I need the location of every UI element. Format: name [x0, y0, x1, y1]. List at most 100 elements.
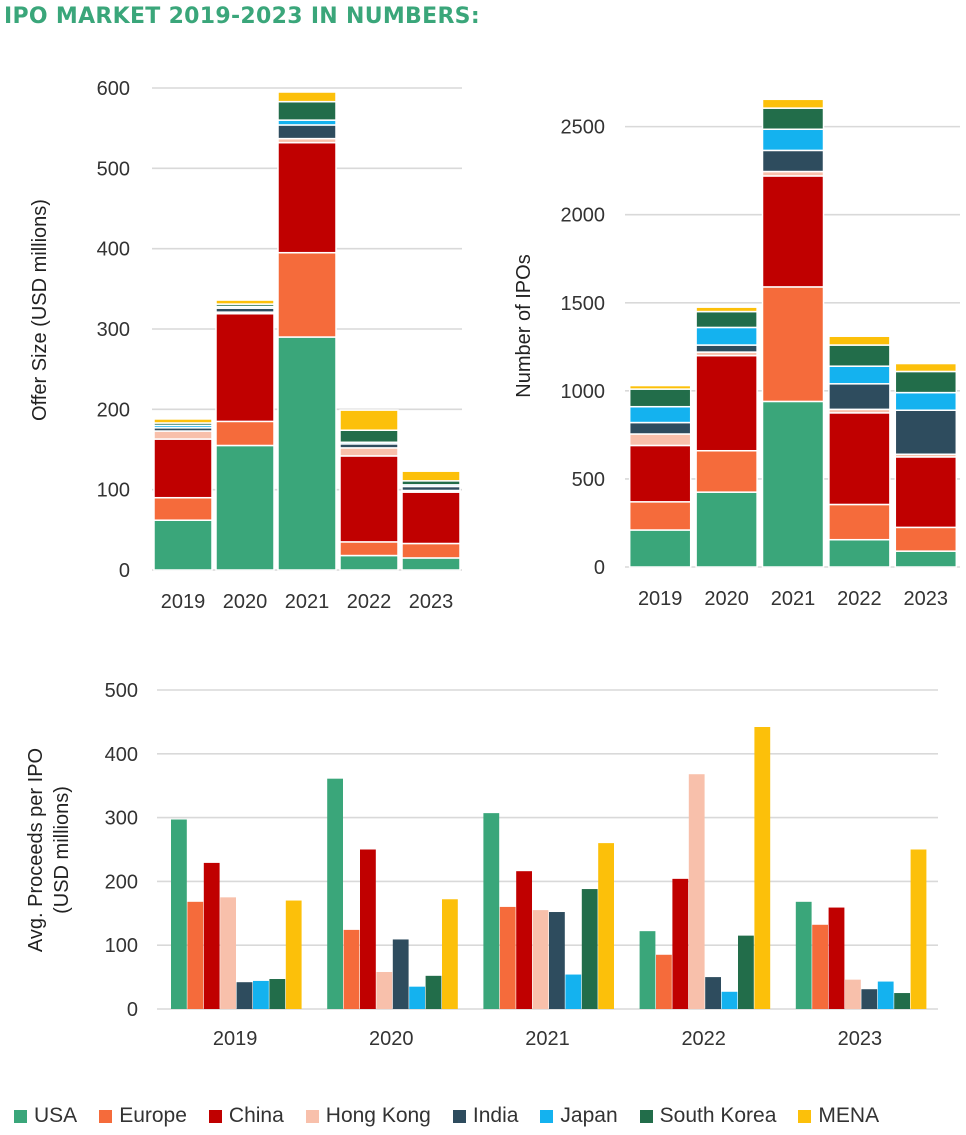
bar-japan-2020	[409, 986, 425, 1009]
y-axis-label: Avg. Proceeds per IPO (USD millions)	[25, 748, 73, 952]
bar-china-2021	[516, 871, 532, 1009]
y-tick-label: 200	[105, 871, 138, 893]
y-tick-label: 0	[594, 557, 605, 579]
legend-label: MENA	[818, 1104, 880, 1127]
bar-south-korea-2021	[581, 889, 598, 1009]
bar-china-2019	[153, 438, 213, 499]
bar-europe-2021	[499, 906, 516, 1009]
bar-india-2022	[828, 383, 891, 411]
bar-south-korea-2022	[738, 935, 754, 1009]
legend-swatch	[540, 1109, 554, 1123]
y-axis-label-line: Offer Size (USD millions)	[29, 199, 51, 421]
bar-china-2023	[828, 907, 845, 1009]
legend-item-japan: Japan	[540, 1104, 618, 1128]
legend-item-europe: Europe	[99, 1104, 187, 1128]
bar-china-2020	[360, 849, 376, 1009]
legend-swatch	[639, 1109, 653, 1123]
x-tick-label: 2023	[904, 588, 949, 610]
legend-label: India	[472, 1104, 519, 1127]
bar-europe-2022	[656, 954, 672, 1009]
legend-item-mena: MENA	[798, 1104, 879, 1128]
bar-usa-2021	[277, 336, 337, 571]
bar-usa-2020	[327, 778, 343, 1009]
bar-usa-2020	[695, 491, 758, 568]
bar-europe-2022	[828, 503, 891, 541]
x-tick-label: 2021	[771, 588, 816, 610]
bar-china-2019	[203, 862, 220, 1009]
bar-japan-2023	[877, 981, 894, 1009]
bar-mena-2022	[828, 335, 891, 346]
bar-mena-2020	[442, 899, 458, 1009]
bar-mena-2022	[754, 727, 771, 1009]
bar-china-2020	[695, 354, 758, 452]
bar-south-korea-2023	[894, 993, 910, 1009]
x-tick-label: 2020	[369, 1028, 414, 1050]
bar-europe-2023	[812, 924, 828, 1009]
bar-europe-2020	[343, 929, 360, 1009]
bar-india-2020	[392, 939, 409, 1009]
legend-item-china: China	[208, 1104, 284, 1128]
legend-swatch	[99, 1109, 113, 1123]
bar-usa-2019	[628, 529, 692, 568]
legend-label: South Korea	[659, 1104, 777, 1127]
legend-swatch	[798, 1109, 812, 1123]
y-tick-label: 400	[97, 239, 130, 261]
y-axis-label-line: (USD millions)	[51, 786, 73, 914]
legend-swatch	[305, 1109, 319, 1123]
legend-swatch	[208, 1109, 222, 1123]
bar-mena-2021	[277, 91, 337, 103]
x-tick-label: 2023	[838, 1028, 883, 1050]
legend-item-south-korea: South Korea	[639, 1104, 777, 1128]
y-tick-label: 1500	[561, 293, 606, 315]
bar-usa-2022	[639, 931, 656, 1009]
legend-label: Japan	[560, 1104, 618, 1127]
legend-label: Europe	[119, 1104, 187, 1127]
bar-mena-2021	[761, 98, 825, 109]
y-tick-label: 200	[97, 399, 130, 421]
bar-japan-2022	[721, 991, 738, 1009]
bar-europe-2021	[277, 251, 337, 338]
page-title: IPO MARKET 2019-2023 IN NUMBERS:	[4, 4, 480, 29]
bar-india-2022	[705, 977, 721, 1009]
y-tick-label: 400	[105, 744, 138, 766]
y-axis-label-line: Number of IPOs	[513, 254, 535, 397]
bar-mena-2020	[695, 306, 758, 313]
bar-mena-2019	[628, 384, 692, 390]
bar-mena-2023	[910, 849, 927, 1009]
bar-usa-2023	[795, 901, 812, 1009]
bar-hong-kong-2022	[688, 774, 705, 1009]
x-tick-label: 2021	[285, 591, 330, 613]
bar-india-2019	[236, 982, 253, 1009]
x-tick-label: 2020	[223, 591, 268, 613]
bar-hong-kong-2021	[532, 910, 549, 1009]
x-tick-label: 2022	[837, 588, 882, 610]
bar-china-2020	[215, 312, 275, 423]
bar-china-2021	[277, 141, 337, 254]
bar-europe-2020	[215, 420, 275, 447]
legend-label: Hong Kong	[325, 1104, 431, 1127]
y-axis-label: Number of IPOs	[513, 254, 535, 397]
bar-hong-kong-2020	[376, 971, 393, 1009]
bar-mena-2023	[894, 362, 958, 373]
y-tick-label: 0	[119, 560, 130, 582]
legend-item-usa: USA	[14, 1104, 77, 1128]
x-tick-label: 2019	[638, 588, 683, 610]
bar-china-2023	[894, 456, 958, 529]
bar-usa-2021	[761, 400, 825, 568]
x-tick-label: 2022	[681, 1028, 726, 1050]
y-tick-label: 600	[97, 78, 130, 100]
bar-south-korea-2020	[425, 975, 442, 1009]
bar-mena-2021	[598, 843, 614, 1009]
bar-usa-2021	[483, 813, 500, 1009]
bar-hong-kong-2023	[845, 979, 861, 1009]
bar-europe-2019	[187, 901, 204, 1009]
bar-mena-2019	[285, 900, 302, 1009]
bar-europe-2021	[761, 286, 825, 403]
bar-south-korea-2019	[269, 979, 286, 1009]
bar-mena-2022	[339, 409, 399, 431]
bar-mena-2020	[215, 299, 275, 305]
y-tick-label: 2500	[561, 117, 606, 139]
